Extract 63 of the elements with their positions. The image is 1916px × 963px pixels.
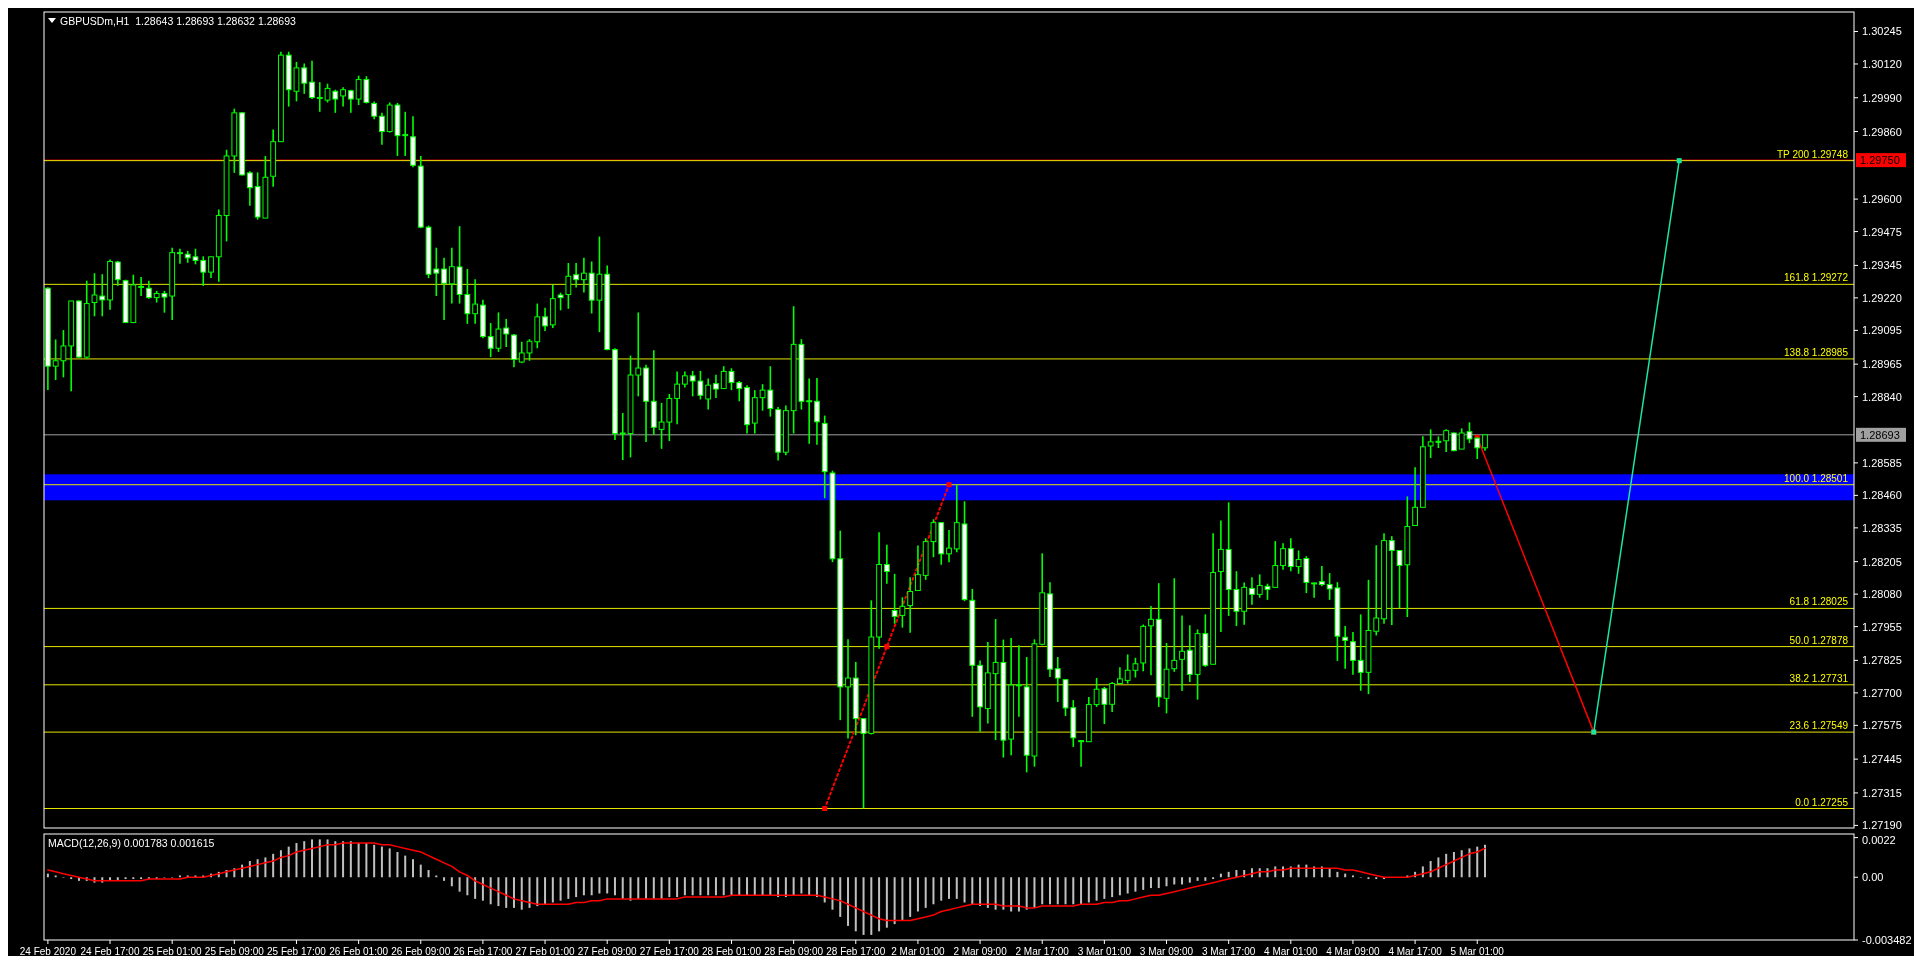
y-tick-label: 1.30245: [1862, 25, 1902, 38]
annotation: 50.0 1.27878: [1789, 634, 1849, 646]
y-tick-label: 1.29095: [1862, 324, 1902, 337]
x-tick-label: 28 Feb 17:00: [826, 946, 886, 957]
x-tick-label: 27 Feb 01:00: [515, 946, 575, 957]
y-tick-label: 1.29220: [1862, 291, 1902, 304]
y-tick-label: 1.29345: [1862, 259, 1902, 272]
x-tick-label: 2 Mar 17:00: [1015, 946, 1070, 957]
y-tick-label: 0.0022: [1862, 834, 1896, 846]
x-tick-label: 24 Feb 2020: [19, 946, 77, 957]
y-tick-label: 0.00: [1862, 871, 1884, 884]
annotation: 38.2 1.27731: [1789, 672, 1849, 684]
annotation: 161.8 1.29272: [1784, 272, 1849, 284]
y-tick-label: 1.27825: [1862, 654, 1902, 667]
y-tick-label: 1.30120: [1862, 57, 1902, 70]
x-tick-label: 3 Mar 09:00: [1139, 946, 1194, 957]
x-tick-label: 26 Feb 17:00: [453, 946, 513, 957]
y-tick-label: 1.27445: [1862, 753, 1902, 766]
y-tick-label: 1.27575: [1862, 719, 1902, 732]
x-tick-label: 26 Feb 09:00: [391, 946, 451, 957]
annotation: 61.8 1.28025: [1789, 596, 1849, 608]
x-tick-label: 28 Feb 09:00: [764, 946, 824, 957]
y-tick-label: 1.27315: [1862, 786, 1902, 799]
y-tick-label: 1.29475: [1862, 225, 1902, 238]
annotation: 138.8 1.28985: [1784, 346, 1849, 358]
annotation: TP 200 1.29748: [1777, 148, 1849, 160]
x-tick-label: 27 Feb 17:00: [639, 946, 700, 957]
x-tick-label: 28 Feb 01:00: [702, 946, 762, 957]
chart-title: MACD(12,26,9) 0.001783 0.001615: [48, 837, 215, 849]
ref-line-label: 1.29750: [1860, 154, 1900, 167]
x-tick-label: 4 Mar 17:00: [1388, 946, 1443, 957]
x-tick-label: 26 Feb 01:00: [329, 946, 389, 957]
x-tick-label: 4 Mar 01:00: [1264, 946, 1318, 957]
x-tick-label: 25 Feb 01:00: [142, 946, 203, 957]
x-tick-label: 5 Mar 01:00: [1450, 946, 1505, 957]
y-tick-label: 1.28460: [1862, 489, 1902, 502]
y-tick-label: 1.27700: [1862, 686, 1902, 699]
x-tick-label: 3 Mar 01:00: [1077, 946, 1132, 957]
x-tick-label: 25 Feb 17:00: [267, 946, 327, 957]
x-tick-label: 27 Feb 09:00: [577, 946, 638, 957]
y-tick-label: 1.28585: [1862, 456, 1902, 469]
y-tick-label: 1.28335: [1862, 521, 1902, 534]
y-tick-label: 1.29990: [1862, 91, 1902, 104]
y-tick-label: 1.28840: [1862, 390, 1902, 403]
ref-line-label: 1.28693: [1860, 428, 1900, 441]
x-tick-label: 25 Feb 09:00: [204, 946, 265, 957]
chart-title: GBPUSDm,H1 1.28643 1.28693 1.28632 1.28693: [60, 15, 296, 27]
x-tick-label: 2 Mar 01:00: [891, 946, 946, 957]
x-tick-label: 2 Mar 09:00: [953, 946, 1008, 957]
y-tick-label: 1.27955: [1862, 620, 1902, 633]
y-tick-label: 1.27190: [1862, 819, 1902, 832]
x-tick-label: 4 Mar 09:00: [1326, 946, 1381, 957]
annotation: 23.6 1.27549: [1789, 720, 1849, 732]
y-tick-label: 1.28965: [1862, 358, 1902, 371]
y-tick-label: 1.28080: [1862, 588, 1902, 601]
y-tick-label: -0.003482: [1862, 934, 1912, 946]
x-tick-label: 3 Mar 17:00: [1201, 946, 1256, 957]
y-tick-label: 1.29600: [1862, 193, 1902, 206]
annotation: 100.0 1.28501: [1784, 472, 1849, 484]
y-tick-label: 1.28205: [1862, 555, 1902, 568]
y-tick-label: 1.29860: [1862, 125, 1902, 138]
x-tick-label: 24 Feb 17:00: [80, 946, 140, 957]
annotation: 0.0 1.27255: [1795, 796, 1849, 808]
